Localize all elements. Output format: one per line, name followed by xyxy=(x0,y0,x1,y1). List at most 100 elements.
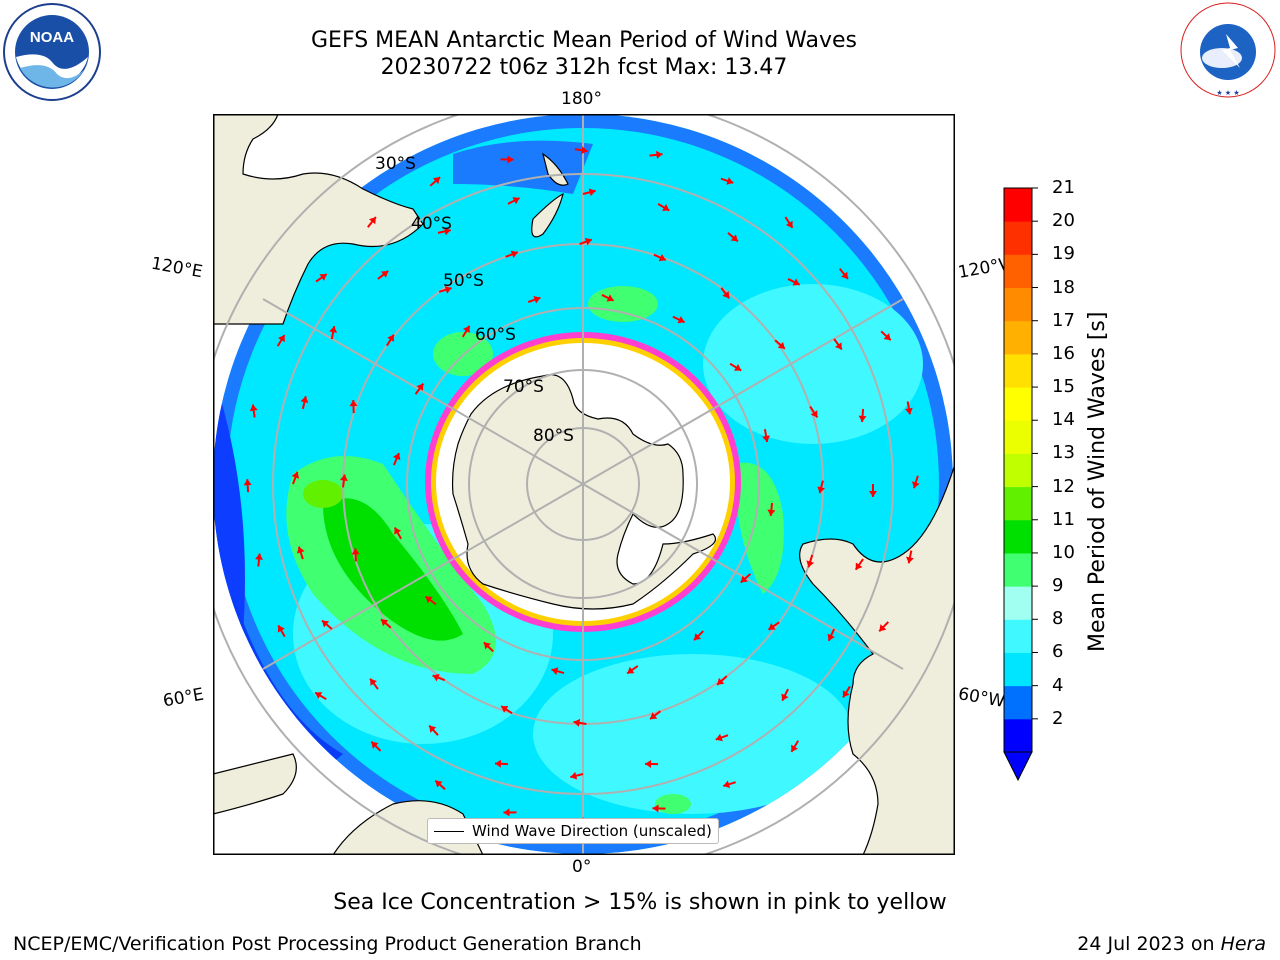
wind-wave-arrowhead xyxy=(371,741,379,749)
colorbar-tick-label: 16 xyxy=(1052,342,1075,364)
wind-wave-arrowhead xyxy=(462,325,470,334)
colorbar-segment xyxy=(1004,387,1032,421)
wind-wave-arrowhead xyxy=(806,560,815,568)
wind-wave-arrowhead xyxy=(717,677,725,685)
wind-wave-arrowhead xyxy=(416,383,424,391)
wind-wave-arrowhead xyxy=(501,706,509,713)
wind-wave-arrowhead xyxy=(349,400,358,407)
wind-wave-arrowhead xyxy=(904,407,913,415)
wind-wave-arrowhead xyxy=(810,410,818,418)
wind-wave-arrowhead xyxy=(730,234,738,242)
lat-label-50s: 50°S xyxy=(443,271,484,291)
wind-wave-arrowhead xyxy=(869,491,877,497)
wind-wave-arrowhead xyxy=(351,548,360,555)
map-legend: Wind Wave Direction (unscaled) xyxy=(427,818,719,844)
colorbar-segment xyxy=(1004,685,1032,720)
noaa-logo-text: NOAA xyxy=(30,29,74,46)
colorbar-tick-label: 19 xyxy=(1052,243,1075,265)
footer-date: 24 Jul 2023 on Hera xyxy=(1077,933,1266,955)
noaa-logo: NOAA xyxy=(2,2,102,102)
wind-wave-arrowhead xyxy=(432,177,441,185)
wind-wave-arrowhead xyxy=(827,633,835,641)
wind-wave-arrowhead xyxy=(652,804,659,813)
wind-wave-arrowhead xyxy=(677,316,685,324)
wind-wave-arrowhead xyxy=(835,342,842,350)
lon-label-0: 0° xyxy=(572,857,592,877)
wind-wave-arrowhead xyxy=(911,481,920,489)
wind-wave-arrowhead xyxy=(841,271,848,279)
wind-wave-arrowhead xyxy=(533,295,541,304)
wind-wave-arrowhead xyxy=(329,326,338,333)
colorbar-segment xyxy=(1004,188,1032,222)
colorbar-segment xyxy=(1004,652,1032,687)
wind-wave-arrowhead xyxy=(656,150,663,159)
wind-wave-arrowhead xyxy=(817,486,826,494)
chart-subtitle: 20230722 t06z 312h fcst Max: 13.47 xyxy=(380,55,788,80)
colorbar-tick-label: 4 xyxy=(1052,674,1064,696)
south-america-landmass xyxy=(799,463,955,855)
wind-wave-arrowhead xyxy=(645,759,652,768)
chart-title: GEFS MEAN Antarctic Mean Period of Wind … xyxy=(311,28,857,53)
wind-wave-arrowhead xyxy=(715,733,723,742)
colorbar-tick-label: 18 xyxy=(1052,276,1075,298)
lon-label-60w: 60°W xyxy=(956,684,1007,712)
wind-wave-arrowhead xyxy=(768,623,776,630)
wind-wave-arrowhead xyxy=(693,633,702,641)
wind-wave-arrowhead xyxy=(315,692,323,700)
footer-host: Hera xyxy=(1220,933,1266,955)
wind-wave-arrowhead xyxy=(726,177,734,185)
wind-wave-arrowhead xyxy=(785,220,793,228)
lat-label-40s: 40°S xyxy=(411,214,452,234)
polar-map: 30°S 40°S 50°S 60°S 70°S 80°S xyxy=(213,114,955,855)
wind-wave-arrowhead xyxy=(483,642,491,650)
wind-wave-arrowhead xyxy=(425,596,433,604)
lon-label-60e: 60°E xyxy=(161,684,206,712)
wind-wave-arrowhead xyxy=(767,509,776,516)
colorbar-segment xyxy=(1004,420,1032,454)
footer-branch: NCEP/EMC/Verification Post Processing Pr… xyxy=(13,933,642,955)
colorbar-tick-label: 6 xyxy=(1052,641,1064,663)
wind-wave-arrowhead xyxy=(734,363,742,371)
colorbar-segment xyxy=(1004,287,1032,322)
wind-wave-arrowhead xyxy=(627,666,635,674)
colorbar-tick-label: 9 xyxy=(1052,575,1064,597)
wind-wave-arrowhead xyxy=(570,771,578,780)
wind-wave-arrowhead xyxy=(777,341,785,349)
colorbar-tick-label: 14 xyxy=(1052,409,1075,431)
colorbar-segment xyxy=(1004,453,1032,488)
lat-label-60s: 60°S xyxy=(475,325,516,345)
colorbar-segment xyxy=(1004,254,1032,289)
colorbar-segment xyxy=(1004,619,1032,653)
colorbar-tick-label: 13 xyxy=(1052,442,1075,464)
wind-wave-arrowhead xyxy=(740,575,748,583)
wind-wave-arrowhead xyxy=(510,250,518,259)
wind-wave-arrowhead xyxy=(551,667,559,676)
wind-wave-arrowhead xyxy=(429,725,437,733)
madagascar-landmass xyxy=(213,753,297,815)
wind-wave-arrowhead xyxy=(858,415,867,422)
colorbar-segment xyxy=(1004,552,1032,587)
wind-wave-arrowhead xyxy=(722,291,730,299)
wind-wave-arrowhead xyxy=(381,270,389,278)
wind-wave-arrowhead xyxy=(781,693,789,701)
wind-wave-arrowhead xyxy=(588,188,596,197)
map-frame xyxy=(213,114,955,855)
wind-wave-arrowhead xyxy=(381,619,389,627)
wind-wave-arrowhead xyxy=(762,435,771,442)
wind-wave-arrowhead xyxy=(507,155,514,164)
wind-wave-arrowhead xyxy=(503,808,510,817)
colorbar-segment xyxy=(1004,320,1032,355)
colorbar-tick-label: 10 xyxy=(1052,541,1075,563)
colorbar-tick-label: 8 xyxy=(1052,608,1064,630)
legend-line-icon xyxy=(434,830,464,832)
wind-wave-arrowhead xyxy=(855,562,863,570)
wind-wave-arrowhead xyxy=(291,471,300,479)
wind-wave-arrowhead xyxy=(581,146,588,155)
wind-wave-arrowhead xyxy=(662,203,670,211)
wind-wave-arrowhead xyxy=(792,278,800,286)
colorbar-segment xyxy=(1004,221,1032,255)
wind-wave-arrowhead xyxy=(300,396,309,404)
colorbar-segment xyxy=(1004,353,1032,388)
wind-wave-arrows xyxy=(243,146,920,825)
wind-wave-arrowhead xyxy=(392,453,401,461)
